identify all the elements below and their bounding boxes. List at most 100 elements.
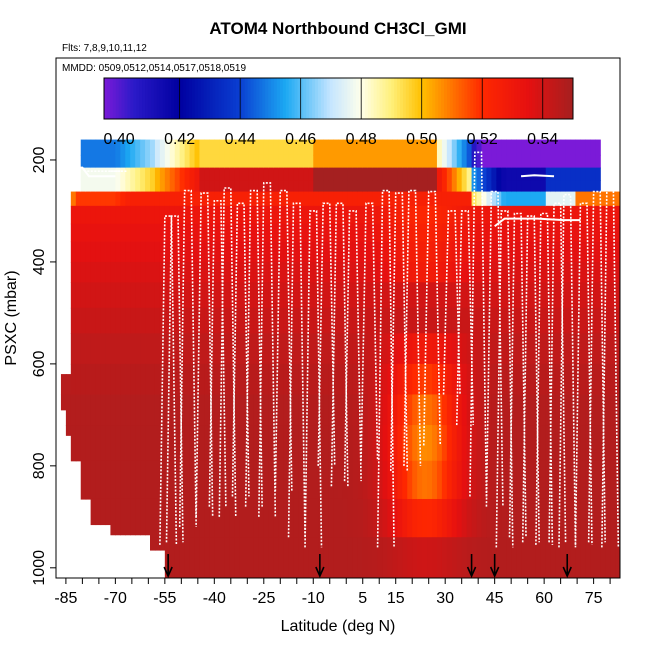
- heatmap-cell: [570, 333, 577, 365]
- heatmap-cell: [535, 425, 542, 462]
- heatmap-cell: [471, 282, 478, 309]
- heatmap-cell: [377, 307, 384, 334]
- heatmap-cell: [219, 167, 225, 181]
- heatmap-cell: [268, 425, 275, 462]
- heatmap-cell: [432, 363, 438, 396]
- heatmap-cell: [516, 537, 522, 578]
- heatmap-cell: [595, 333, 601, 365]
- heatmap-cell: [605, 307, 611, 334]
- heatmap-cell: [342, 180, 349, 193]
- heatmap-cell: [95, 191, 102, 207]
- heatmap-cell: [595, 241, 601, 263]
- heatmap-cell: [174, 241, 181, 263]
- heatmap-cell: [293, 139, 300, 156]
- heatmap-cell: [164, 167, 171, 181]
- heatmap-cell: [130, 307, 136, 334]
- heatmap-cell: [278, 167, 285, 181]
- heatmap-cell: [120, 460, 126, 500]
- flight-level-segment: [56, 166, 116, 375]
- heatmap-cell: [397, 191, 403, 207]
- heatmap-cell: [501, 307, 507, 334]
- heatmap-cell: [95, 307, 102, 334]
- heatmap-cell: [585, 154, 591, 169]
- heatmap-cell: [471, 180, 478, 193]
- heatmap-cell: [75, 363, 82, 396]
- heatmap-cell: [486, 241, 492, 263]
- colorbar-segment: [414, 78, 419, 119]
- colorbar-segment: [564, 78, 568, 119]
- heatmap-cell: [258, 333, 265, 365]
- heatmap-cell: [100, 425, 107, 462]
- heatmap-cell: [209, 425, 215, 462]
- heatmap-cell: [154, 261, 161, 283]
- heatmap-cell: [298, 394, 304, 426]
- flight-profile: [165, 215, 184, 543]
- heatmap-cell: [476, 167, 483, 181]
- heatmap-cell: [427, 241, 433, 263]
- heatmap-cell: [610, 223, 616, 243]
- colorbar-segment: [400, 78, 404, 119]
- heatmap-cell: [140, 261, 146, 283]
- heatmap-cell: [150, 498, 156, 538]
- heatmap-cell: [595, 425, 601, 462]
- heatmap-cell: [491, 333, 497, 365]
- heatmap-cell: [150, 154, 156, 169]
- heatmap-cell: [441, 498, 448, 538]
- heatmap-cell: [352, 282, 359, 309]
- heatmap-cell: [100, 261, 107, 283]
- heatmap-cell: [451, 180, 458, 193]
- heatmap-cell: [125, 180, 131, 193]
- heatmap-cell: [248, 333, 255, 365]
- heatmap-cell: [105, 425, 112, 462]
- heatmap-cell: [506, 333, 512, 365]
- heatmap-cell: [367, 425, 374, 462]
- heatmap-cell: [283, 282, 290, 309]
- heatmap-cell: [303, 425, 309, 462]
- heatmap-cell: [263, 180, 270, 193]
- heatmap-cell: [150, 307, 156, 334]
- heatmap-cell: [323, 154, 329, 169]
- heatmap-cell: [590, 139, 596, 156]
- heatmap-cell: [540, 282, 547, 309]
- heatmap-cell: [308, 205, 314, 225]
- heatmap-cell: [481, 191, 488, 207]
- heatmap-cell: [90, 333, 97, 365]
- heatmap-cell: [110, 223, 116, 243]
- heatmap-cell: [565, 282, 572, 309]
- heatmap-cell: [115, 425, 121, 462]
- heatmap-cell: [432, 282, 438, 309]
- heatmap-cell: [565, 261, 572, 283]
- heatmap-cell: [575, 425, 582, 462]
- heatmap-cell: [466, 307, 473, 334]
- heatmap-cell: [154, 167, 161, 181]
- heatmap-cell: [446, 363, 453, 396]
- heatmap-cell: [105, 498, 112, 526]
- heatmap-cell: [550, 363, 557, 396]
- heatmap-cell: [535, 223, 542, 243]
- heatmap-cell: [169, 363, 176, 396]
- heatmap-cell: [496, 205, 502, 225]
- heatmap-cell: [313, 333, 319, 365]
- heatmap-cell: [486, 425, 492, 462]
- heatmap-cell: [565, 180, 572, 193]
- heatmap-cell: [382, 425, 389, 462]
- heatmap-cell: [496, 167, 502, 181]
- x-tick-label: 75: [585, 590, 603, 607]
- heatmap-cell: [224, 460, 230, 500]
- heatmap-cell: [446, 307, 453, 334]
- heatmap-cell: [130, 167, 136, 181]
- heatmap-cell: [229, 537, 235, 578]
- heatmap-cell: [110, 167, 116, 181]
- heatmap-cell: [130, 241, 136, 263]
- heatmap-cell: [110, 139, 116, 156]
- heatmap-cell: [407, 139, 413, 156]
- heatmap-cell: [189, 282, 196, 309]
- heatmap-cell: [461, 333, 468, 365]
- heatmap-cell: [145, 498, 151, 536]
- heatmap-cell: [412, 394, 418, 426]
- heatmap-cell: [199, 498, 206, 538]
- heatmap-cell: [154, 241, 161, 263]
- heatmap-cell: [511, 223, 517, 243]
- heatmap-cell: [496, 139, 502, 156]
- heatmap-cell: [234, 307, 240, 334]
